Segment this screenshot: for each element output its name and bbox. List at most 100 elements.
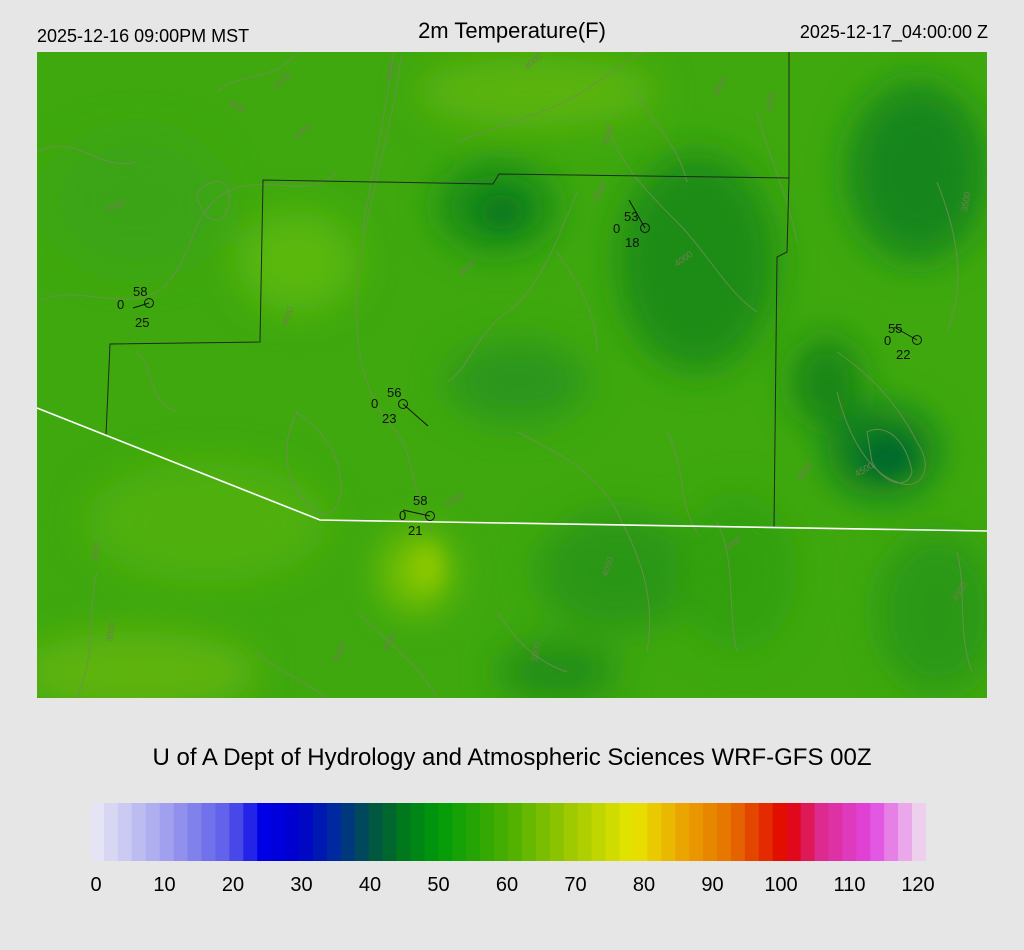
- colorbar-band: [535, 803, 551, 861]
- colorbar-band: [828, 803, 843, 861]
- colorbar-tick-label: 90: [701, 874, 724, 896]
- colorbar-tick-label: 10: [153, 874, 176, 896]
- station-wind-speed: 0: [371, 396, 378, 411]
- colorbar-tick-label: 30: [290, 874, 313, 896]
- station-plot: 58 25 0: [117, 284, 154, 330]
- colorbar-band: [898, 803, 913, 861]
- colorbar-band: [619, 803, 634, 861]
- colorbar-band: [131, 803, 147, 861]
- station-temperature: 56: [387, 385, 401, 400]
- station-temperature: 58: [413, 493, 427, 508]
- colorbar-band: [452, 803, 467, 861]
- colorbar-band: [103, 803, 119, 861]
- station-wind-speed: 0: [399, 508, 406, 523]
- map-title: 2m Temperature(F): [418, 18, 606, 43]
- colorbar-band: [480, 803, 495, 861]
- contour-label: 3500: [89, 541, 102, 562]
- colorbar-band: [466, 803, 481, 861]
- colorbar-band: [842, 803, 857, 861]
- station-dewpoint: 23: [382, 411, 396, 426]
- colorbar-band: [633, 803, 648, 861]
- colorbar-band: [856, 803, 871, 861]
- station-circle: [640, 223, 650, 233]
- colorbar-band: [201, 803, 216, 861]
- colorbar-band: [229, 803, 244, 861]
- station-dewpoint: 18: [625, 235, 639, 250]
- terrain-contours: [37, 52, 973, 698]
- colorbar-tick-label: 60: [495, 874, 519, 896]
- colorbar-band: [591, 803, 607, 861]
- station-circle: [912, 335, 922, 345]
- colorbar-band: [215, 803, 230, 861]
- station-temperature: 53: [624, 209, 638, 224]
- colorbar-band: [717, 803, 732, 861]
- station-plot: 56 23 0: [371, 385, 429, 427]
- colorbar-band: [508, 803, 523, 861]
- colorbar-band: [410, 803, 425, 861]
- colorbar-band: [814, 803, 830, 861]
- contour-label: 3000: [384, 61, 397, 82]
- utc-time: 2025-12-17_04:00:00 Z: [799, 22, 988, 42]
- colorbar-band: [730, 803, 746, 861]
- colorbar-tick-label: 120: [901, 874, 935, 896]
- station-dewpoint: 25: [135, 315, 149, 330]
- colorbar-band: [312, 803, 328, 861]
- colorbar-band: [563, 803, 579, 861]
- station-circle: [398, 399, 408, 409]
- colorbar-band: [912, 803, 926, 861]
- station-temperature: 55: [888, 321, 902, 336]
- contour-label: 3500: [959, 191, 972, 212]
- colorbar-band: [494, 803, 509, 861]
- colorbar-band: [159, 803, 175, 861]
- station-plot: 55 22 0: [884, 321, 922, 362]
- colorbar-band: [703, 803, 718, 861]
- colorbar-band: [173, 803, 189, 861]
- colorbar-band: [271, 803, 286, 861]
- colorbar-band: [577, 803, 593, 861]
- colorbar-band: [884, 803, 899, 861]
- colorbar-tick-label: 110: [833, 874, 866, 896]
- colorbar-band: [605, 803, 621, 861]
- colorbar-band: [786, 803, 802, 861]
- wind-barb: [402, 403, 429, 427]
- colorbar-band: [145, 803, 161, 861]
- colorbar-band: [438, 803, 453, 861]
- colorbar-band: [521, 803, 537, 861]
- local-time: 2025-12-16 09:00PM MST: [37, 26, 250, 46]
- colorbar-band: [424, 803, 439, 861]
- temperature-colorbar: [90, 803, 926, 861]
- colorbar-tick-label: 20: [221, 874, 245, 896]
- wind-barb: [628, 199, 646, 229]
- colorbar-band: [396, 803, 412, 861]
- colorbar-band: [187, 803, 203, 861]
- colorbar-tick-label: 50: [427, 874, 450, 896]
- temperature-map: 4000450035004000300040003500450040004500…: [37, 52, 987, 698]
- station-wind-speed: 0: [884, 333, 891, 348]
- contour-label: 3000: [104, 621, 117, 642]
- station-plot: 58 210: [399, 493, 435, 538]
- colorbar-band: [257, 803, 272, 861]
- colorbar-band: [800, 803, 816, 861]
- colorbar-tick-label: 80: [632, 874, 656, 896]
- colorbar-band: [90, 803, 105, 861]
- station-circle: [425, 511, 435, 521]
- colorbar-band: [285, 803, 300, 861]
- colorbar-band: [382, 803, 398, 861]
- colorbar-band: [117, 803, 133, 861]
- county-boundaries: [105, 52, 790, 529]
- colorbar-band: [870, 803, 885, 861]
- station-wind-speed: 0: [613, 221, 620, 236]
- colorbar-band: [675, 803, 690, 861]
- colorbar-ticks: 0 10 20 30 40 50 60 70 80 90 100 110 120: [0, 874, 1024, 904]
- station-dewpoint: 21: [408, 523, 422, 538]
- colorbar-tick-label: 0: [90, 874, 102, 896]
- station-plot: 53 18 0: [613, 199, 650, 250]
- wind-barb: [132, 302, 150, 309]
- colorbar-tick-label: 40: [358, 874, 382, 896]
- colorbar-band: [661, 803, 676, 861]
- colorbar-band: [326, 803, 342, 861]
- colorbar-band: [772, 803, 788, 861]
- colorbar-tick-label: 70: [564, 874, 587, 896]
- colorbar-band: [744, 803, 760, 861]
